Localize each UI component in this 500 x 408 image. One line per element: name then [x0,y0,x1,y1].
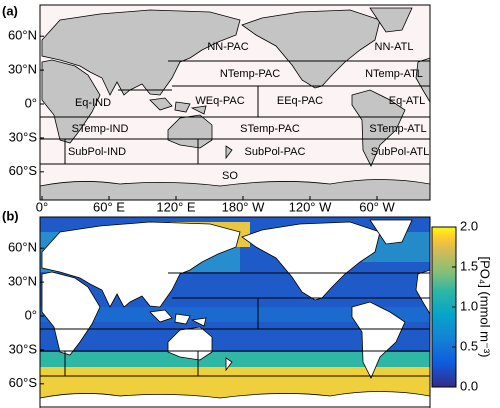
panel-a: (a) NN-PAC NN-ATL NTemp-PAC NTemp-ATL Eq… [2,3,431,214]
lat-tick-label: 30°N [8,62,37,77]
lat-tick-label: 30°N [8,274,37,289]
region-boundaries [40,60,430,165]
lat-tick-label: 30°S [9,129,38,144]
panel-label: (a) [2,3,18,18]
colorbar-tick-label: 2.0 [460,218,478,233]
region-label: NTemp-ATL [365,68,423,80]
lat-tick-label: 60°N [8,28,37,43]
lat-tick-label: 0° [25,307,37,322]
region-label: STemp-IND [72,123,129,135]
colorbar-tick-label: 0.0 [460,378,478,393]
region-label: NTemp-PAC [220,68,280,80]
region-label: SO [222,170,238,182]
region-label: STemp-PAC [240,123,300,135]
lon-tick-label: 120° E [156,199,196,214]
region-label: SubPol-ATL [371,146,430,158]
panel-b: (b) [PO₄] (mmol m⁻³) 60°N 30°N 0° 30°S 60°S 0… [2,208,493,408]
lon-tick-label: 180° W [222,199,266,214]
region-label: STemp-ATL [369,123,426,135]
colorbar-tick-label: 1.0 [460,298,478,313]
panel-label: (b) [2,208,19,223]
lat-tick-label: 60°N [8,240,37,255]
lat-tick-label: 0° [25,95,37,110]
lat-tick-label: 30°S [9,341,38,356]
lat-tick-label: 60°S [9,163,38,178]
region-label: NN-ATL [375,41,414,53]
lon-tick-label: 0° [36,199,48,214]
region-label: WEq-PAC [195,95,244,107]
region-label: NN-PAC [207,41,248,53]
lon-tick-label: 60° E [93,199,125,214]
lat-tick-label: 60°S [9,375,38,390]
region-label: SubPol-IND [68,146,126,158]
region-label: Eq-ATL [389,95,425,107]
lon-tick-label: 120° W [289,199,333,214]
region-label: EEq-PAC [277,95,323,107]
region-label: Eq-IND [75,97,111,109]
colorbar-label: [PO₄] (mmol m⁻³) [478,257,493,358]
lon-tick-label: 60° W [359,199,395,214]
colorbar-tick-label: 0.5 [460,338,478,353]
colorbar-tick-label: 1.5 [460,258,478,273]
region-label: SubPol-PAC [245,146,306,158]
